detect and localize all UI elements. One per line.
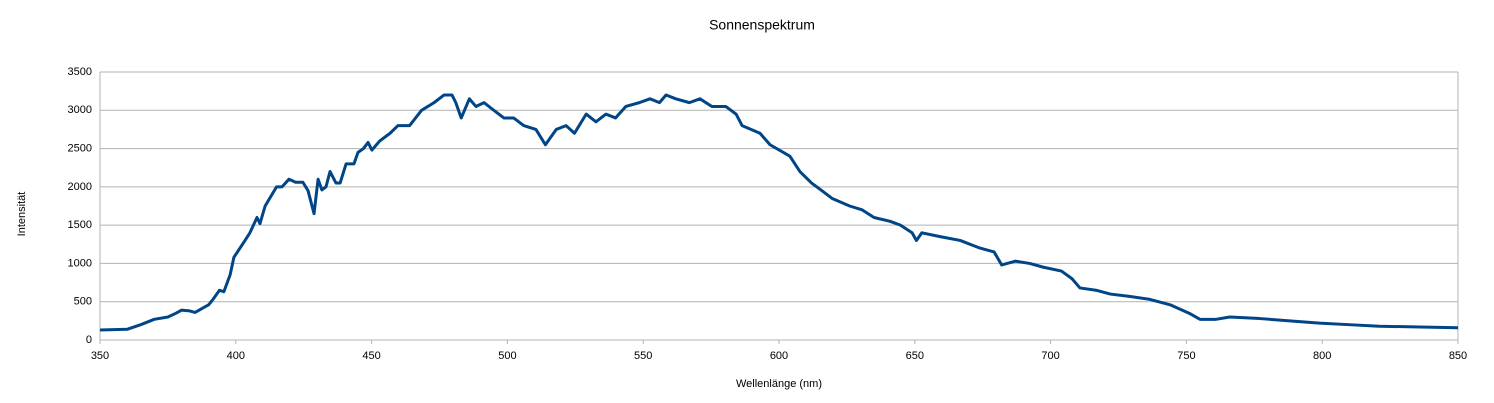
x-tick-label: 550 [634, 350, 652, 362]
x-tick-label: 800 [1313, 350, 1331, 362]
x-tick-label: 700 [1041, 350, 1059, 362]
y-tick-label: 3000 [68, 104, 92, 116]
y-tick-label: 0 [86, 334, 92, 346]
x-tick-label: 650 [906, 350, 924, 362]
x-tick-label: 600 [770, 350, 788, 362]
y-axis-label: Intensität [16, 192, 28, 237]
x-tick-label: 850 [1449, 350, 1467, 362]
y-tick-label: 2000 [68, 181, 92, 193]
x-tick-label: 750 [1177, 350, 1195, 362]
x-axis-label: Wellenlänge (nm) [736, 378, 822, 390]
y-tick-label: 3500 [68, 66, 92, 78]
x-tick-label: 500 [498, 350, 516, 362]
x-tick-label: 350 [91, 350, 109, 362]
y-tick-label: 1000 [68, 257, 92, 269]
y-tick-label: 1500 [68, 219, 92, 231]
chart-title: Sonnenspektrum [709, 17, 815, 33]
y-tick-label: 500 [74, 296, 92, 308]
y-tick-label: 2500 [68, 142, 92, 154]
x-tick-label: 400 [227, 350, 245, 362]
x-tick-label: 450 [362, 350, 380, 362]
data-line [99, 93, 1459, 332]
